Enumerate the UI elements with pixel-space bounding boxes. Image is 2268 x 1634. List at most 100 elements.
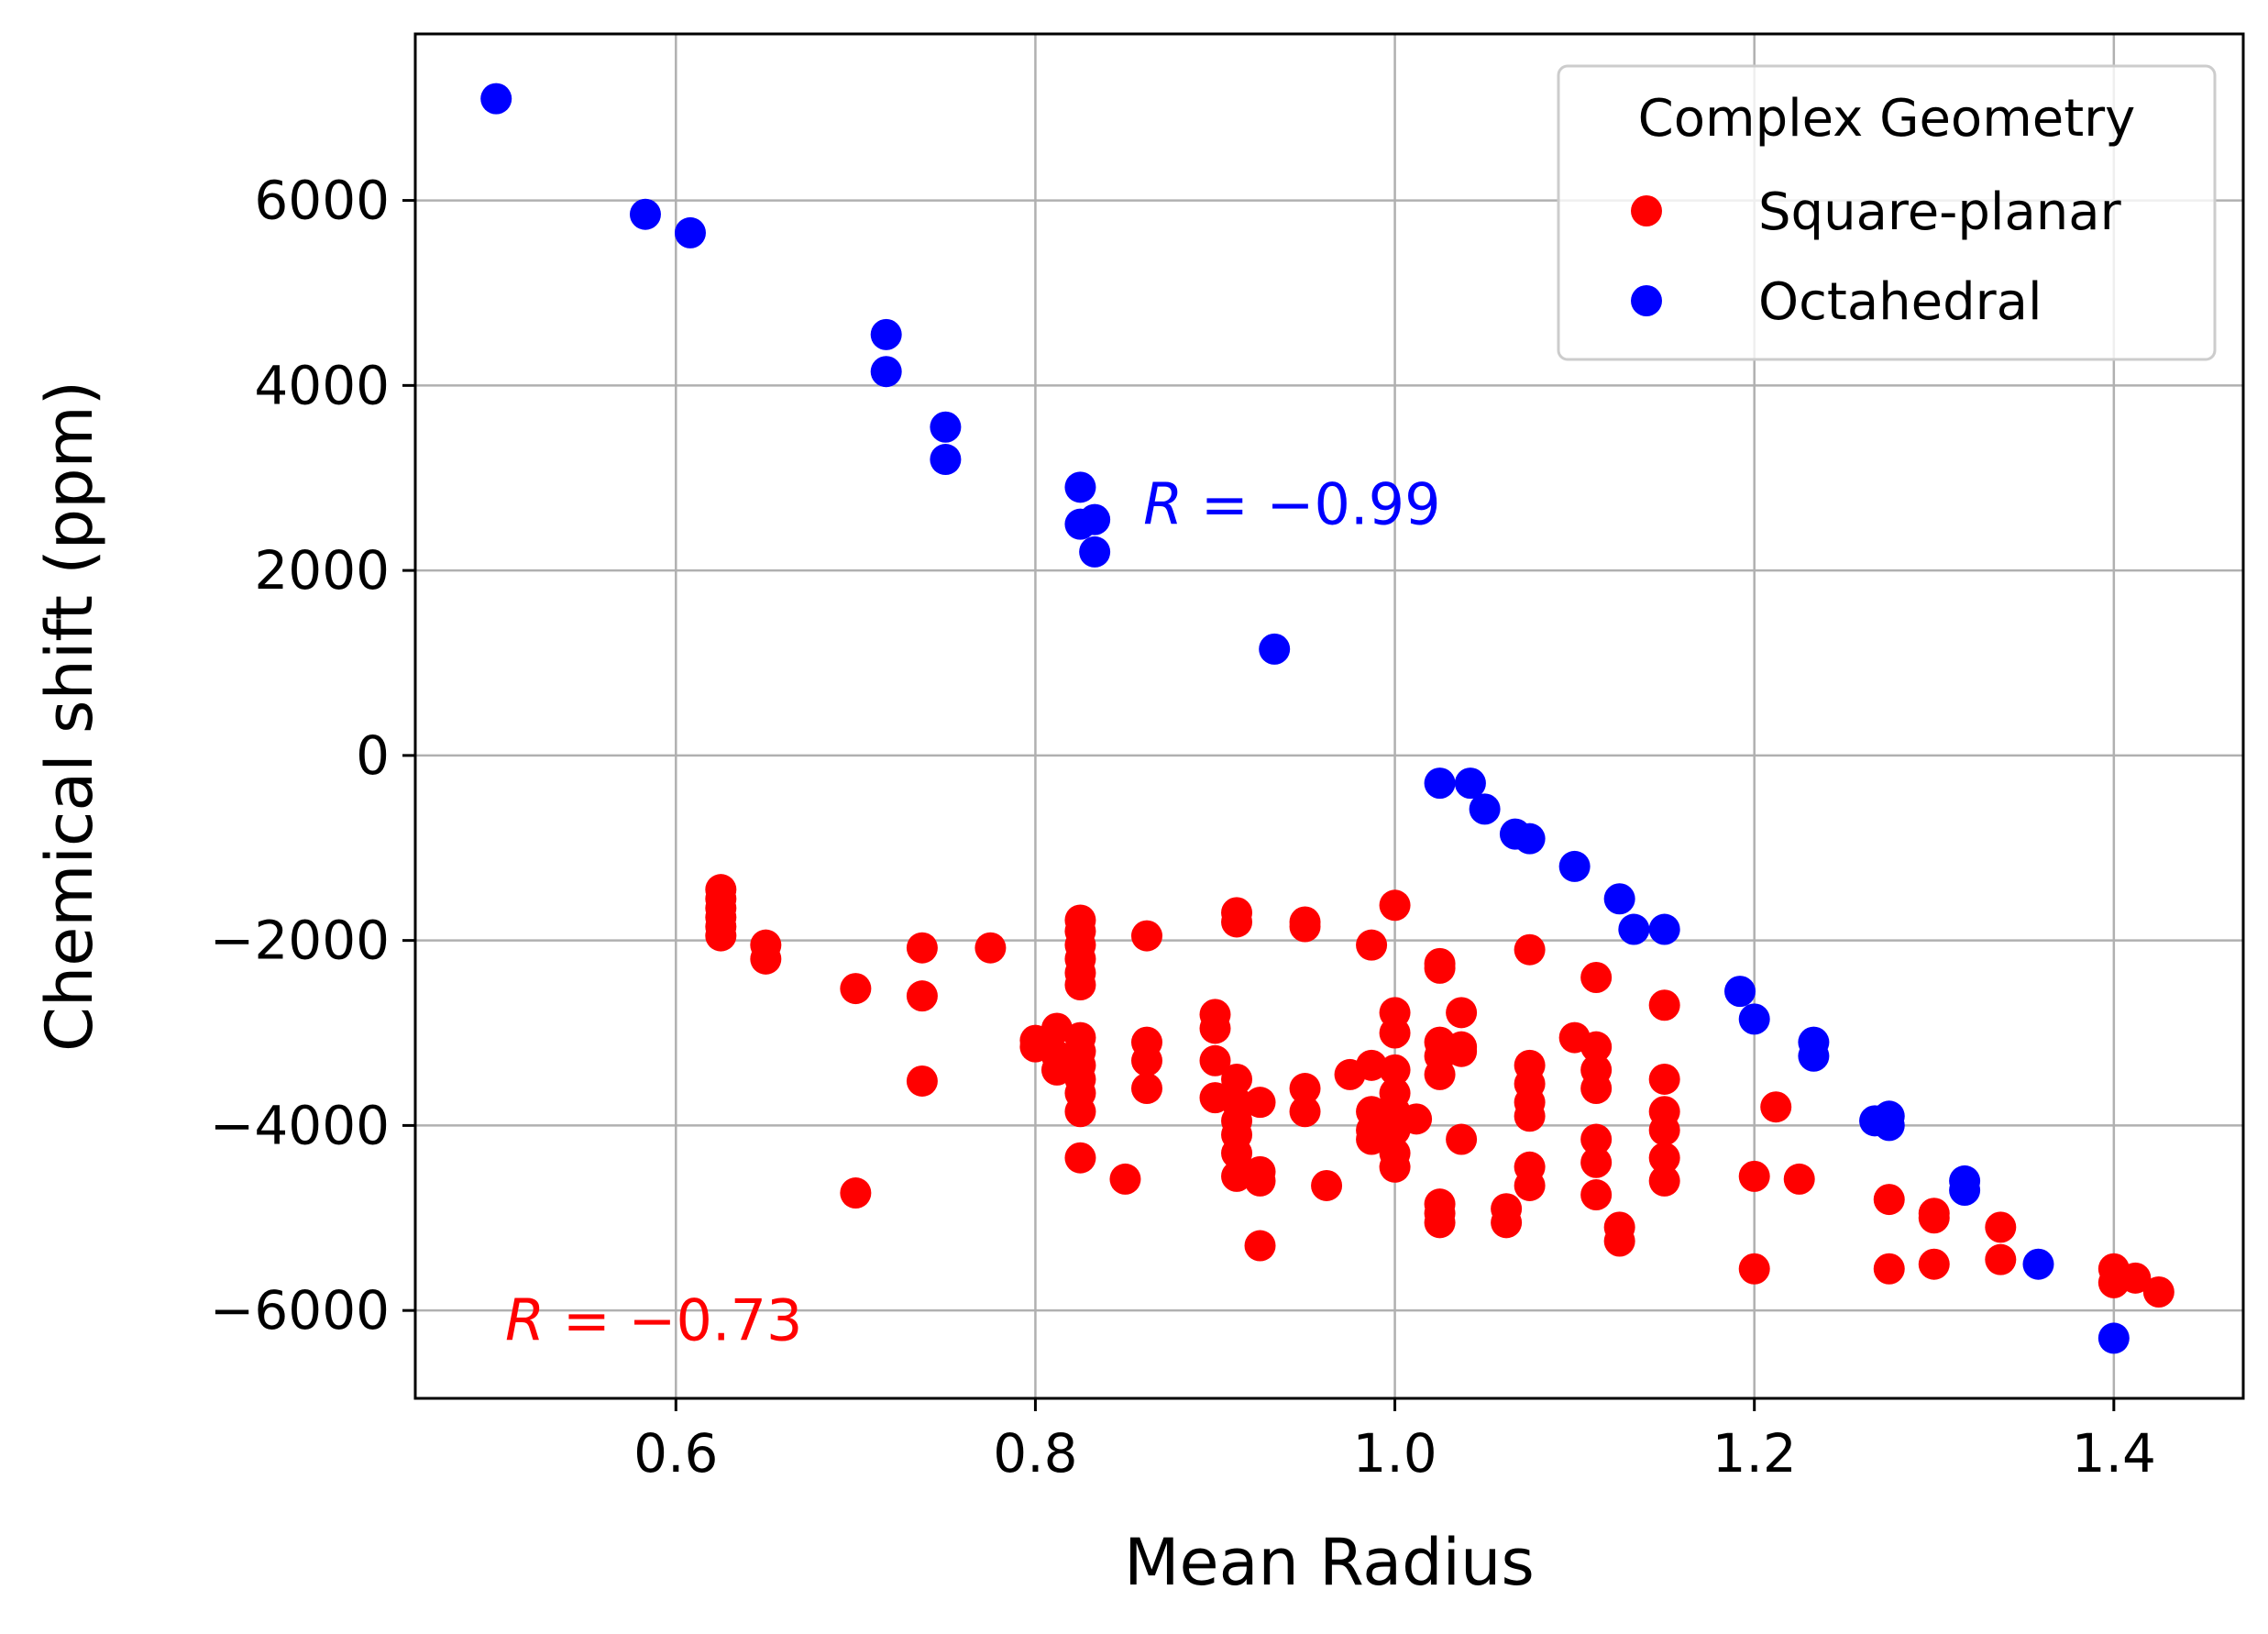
data-point-square-planar <box>1130 1044 1162 1076</box>
legend-box <box>1557 64 2217 361</box>
data-point-square-planar <box>1873 1253 1905 1285</box>
data-point-square-planar <box>1221 906 1253 938</box>
data-point-square-planar <box>2142 1275 2174 1308</box>
axis-ticks: 0.6 0.8 1.0 1.2 1.4 −6000 −4000 −2000 0 2000 4000 6… <box>210 170 2156 1485</box>
data-point-square-planar <box>1648 1165 1680 1197</box>
data-point-square-planar <box>1401 1103 1433 1135</box>
data-point-square-planar <box>1648 1063 1680 1095</box>
data-point-square-planar <box>1873 1184 1905 1216</box>
data-point-octahedral <box>1603 883 1635 915</box>
x-tick-label: 0.8 <box>993 1422 1077 1485</box>
data-point-square-planar <box>1289 1096 1321 1128</box>
annotation-value: = −0.99 <box>1183 470 1440 537</box>
data-point-square-planar <box>1199 1044 1231 1076</box>
data-point-square-planar <box>1760 1091 1792 1123</box>
data-point-square-planar <box>1985 1211 2017 1243</box>
x-tick-label: 1.2 <box>1712 1422 1797 1485</box>
legend: Complex Geometry Square-planar Octahedra… <box>1557 64 2217 361</box>
data-point-square-planar <box>1580 1073 1613 1105</box>
data-point-square-planar <box>1356 1049 1388 1081</box>
data-point-octahedral <box>870 356 902 388</box>
x-tick-label: 1.4 <box>2072 1422 2156 1485</box>
data-point-square-planar <box>1356 1123 1388 1155</box>
correlation-annotation-square-planar: R = −0.73 <box>505 1286 802 1353</box>
data-point-square-planar <box>1514 1100 1546 1132</box>
legend-marker-square-planar <box>1631 195 1662 226</box>
data-point-square-planar <box>1221 1160 1253 1192</box>
data-point-square-planar <box>1783 1163 1815 1195</box>
y-tick-label: 0 <box>356 724 390 787</box>
legend-title: Complex Geometry <box>1638 89 2136 149</box>
data-point-square-planar <box>1379 1017 1411 1049</box>
annotation-value: = −0.73 <box>545 1286 802 1353</box>
data-point-square-planar <box>1580 1179 1613 1211</box>
data-point-square-planar <box>1064 969 1096 1001</box>
data-point-square-planar <box>1648 989 1680 1021</box>
data-point-square-planar <box>1738 1253 1770 1285</box>
data-point-octahedral <box>1949 1175 1981 1207</box>
data-point-octahedral <box>1724 976 1756 1008</box>
data-point-octahedral <box>1259 633 1291 665</box>
data-point-octahedral <box>930 411 962 443</box>
data-point-square-planar <box>906 932 938 964</box>
data-point-square-planar <box>906 1065 938 1097</box>
data-point-octahedral <box>629 198 661 230</box>
data-point-octahedral <box>2022 1248 2054 1280</box>
x-axis-label: Mean Radius <box>1124 1525 1535 1600</box>
data-point-octahedral <box>1873 1110 1905 1142</box>
data-point-octahedral <box>480 83 512 115</box>
data-point-square-planar <box>1580 961 1613 993</box>
y-tick-label: −4000 <box>210 1094 390 1156</box>
data-point-square-planar <box>1580 1031 1613 1063</box>
data-point-octahedral <box>1079 503 1111 535</box>
data-point-square-planar <box>1244 1165 1276 1197</box>
data-point-square-planar <box>1424 1207 1456 1239</box>
data-point-square-planar <box>2119 1262 2152 1294</box>
data-point-octahedral <box>1514 823 1546 855</box>
data-point-square-planar <box>1130 1073 1162 1105</box>
annotation-variable: R <box>505 1286 545 1353</box>
x-tick-label: 0.6 <box>633 1422 718 1485</box>
data-point-octahedral <box>1738 1003 1770 1035</box>
data-point-square-planar <box>840 1177 872 1209</box>
data-point-square-planar <box>1918 1202 1950 1234</box>
data-point-square-planar <box>1918 1248 1950 1280</box>
plot-area-frame <box>413 32 2245 1400</box>
correlation-annotation-octahedral: R = −0.99 <box>1143 470 1440 537</box>
data-point-octahedral <box>674 216 706 248</box>
data-point-square-planar <box>1040 1012 1073 1044</box>
data-point-square-planar <box>1221 1137 1253 1169</box>
data-point-square-planar <box>1130 920 1162 952</box>
data-point-square-planar <box>1379 1054 1411 1086</box>
data-point-square-planar <box>1603 1225 1635 1257</box>
legend-label-square-planar: Square-planar <box>1758 182 2122 242</box>
data-point-square-planar <box>1985 1243 2017 1275</box>
data-point-octahedral <box>930 444 962 476</box>
data-point-square-planar <box>750 943 782 975</box>
data-point-square-planar <box>1221 1063 1253 1095</box>
annotation-variable: R <box>1143 470 1183 537</box>
data-point-octahedral <box>1648 913 1680 945</box>
data-point-square-planar <box>1244 1230 1276 1262</box>
data-point-square-planar <box>1424 952 1456 984</box>
data-point-square-planar <box>1446 1035 1478 1067</box>
y-tick-label: −6000 <box>210 1279 390 1341</box>
data-point-square-planar <box>1356 929 1388 961</box>
data-point-octahedral <box>1469 793 1501 825</box>
data-point-square-planar <box>1064 1096 1096 1128</box>
data-points <box>480 83 2174 1354</box>
y-tick-label: 6000 <box>254 170 390 232</box>
legend-marker-octahedral <box>1631 285 1662 316</box>
data-point-octahedral <box>870 318 902 350</box>
y-axis-label: Chemical shift (ppm) <box>32 381 107 1052</box>
data-point-octahedral <box>1798 1040 1830 1072</box>
data-point-octahedral <box>1618 913 1650 945</box>
data-point-square-planar <box>1514 933 1546 966</box>
data-point-octahedral <box>1558 850 1591 882</box>
data-point-square-planar <box>1446 1123 1478 1155</box>
data-point-square-planar <box>840 973 872 1005</box>
data-point-octahedral <box>1064 471 1096 503</box>
data-point-square-planar <box>1648 1114 1680 1146</box>
data-point-square-planar <box>1379 889 1411 922</box>
